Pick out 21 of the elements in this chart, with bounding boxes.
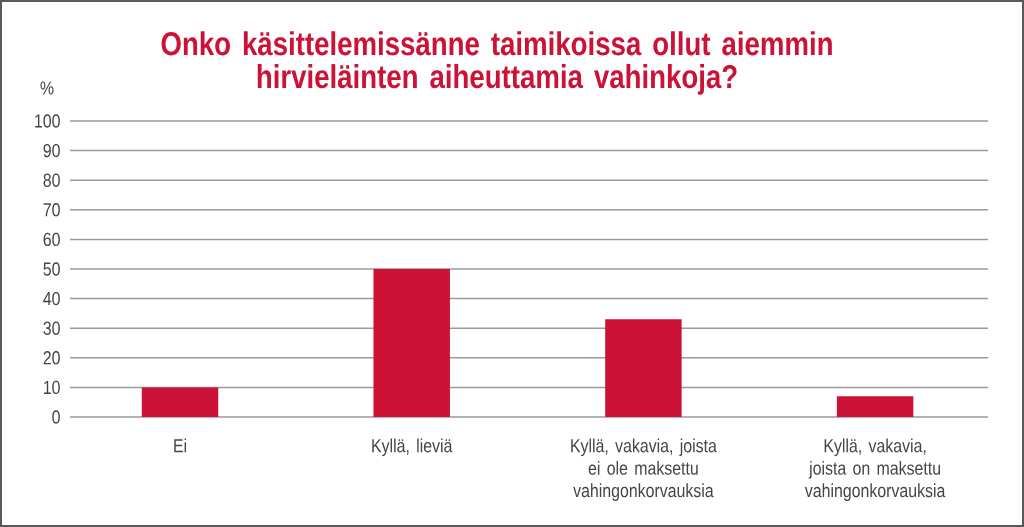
y-tick-label: 40 xyxy=(43,291,60,306)
x-tick-label: Kyllä, vakavia, joista ei ole maksettu vahingonkorvauksia xyxy=(571,438,717,501)
bar xyxy=(836,396,914,417)
y-tick-label: 70 xyxy=(43,203,60,217)
bar xyxy=(605,319,682,417)
y-tick-label: 50 xyxy=(43,262,60,276)
y-tick-label: 90 xyxy=(43,143,60,158)
y-tick-label: 20 xyxy=(43,351,60,365)
y-tick-label: 100 xyxy=(35,114,60,128)
chart-title: Onko käsittelemissänne taimikoissa ollut aiemmin hirvieläinten aiheuttamia vahinkoja? xyxy=(161,31,832,95)
y-tick-label: 80 xyxy=(43,173,60,187)
bar xyxy=(373,268,450,417)
x-tick-label: Ei xyxy=(174,438,187,453)
y-tick-label: 30 xyxy=(43,321,60,335)
x-tick-label: Kyllä, lieviä xyxy=(372,438,453,457)
x-tick-label: Kyllä, vakavia, joista on maksettu vahingonkorvauksia xyxy=(804,438,946,501)
y-tick-label: 60 xyxy=(43,232,60,247)
y-tick-label: 0 xyxy=(52,410,60,424)
y-tick-label: 10 xyxy=(44,380,60,395)
bar xyxy=(141,387,219,417)
y-axis-title: % xyxy=(40,81,54,95)
